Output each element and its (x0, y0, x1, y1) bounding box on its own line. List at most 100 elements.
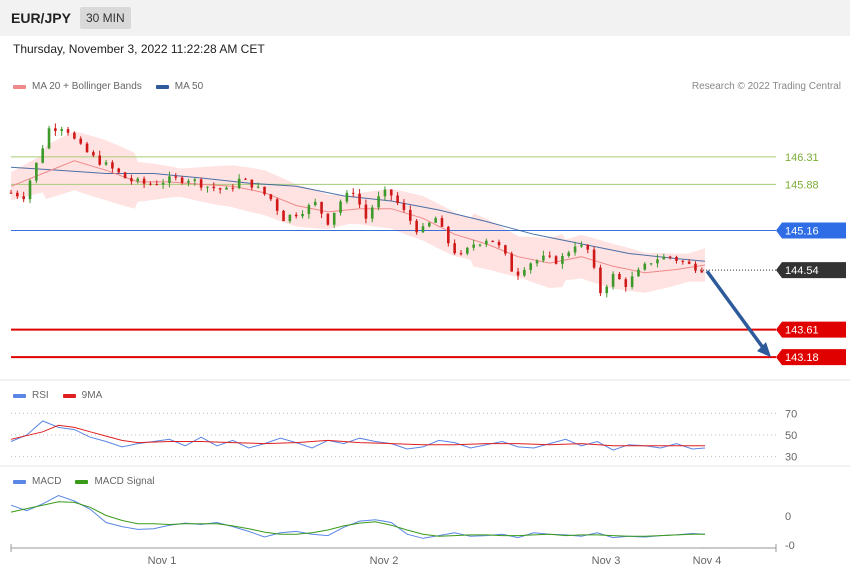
candle-body (649, 263, 653, 265)
legend-ma20-swatch (13, 84, 26, 89)
candle-body (408, 209, 412, 221)
candle-body (351, 192, 355, 194)
timeframe-badge[interactable]: 30 MIN (80, 7, 131, 29)
macd-series-macd (10, 494, 706, 539)
legend-9ma-swatch (62, 393, 76, 398)
ma20-line (10, 160, 706, 274)
candle-body (104, 162, 108, 165)
candle-body (111, 162, 114, 169)
candle-body (85, 143, 89, 153)
credit-text: Research © 2022 Trading Central (691, 81, 841, 92)
candle-body (60, 129, 64, 131)
candle-body (193, 179, 197, 181)
candle-body (453, 243, 456, 254)
candle-body (700, 270, 704, 273)
candle-body (586, 244, 590, 250)
legend-ma20: MA 20 + Bollinger Bands (13, 81, 142, 92)
candle-body (516, 271, 520, 276)
candle-body (630, 276, 634, 287)
level-badge-144.54 (776, 262, 846, 279)
candle-body (592, 249, 596, 268)
candle-body (554, 256, 558, 264)
candle-body (206, 186, 209, 188)
x-tick-label: Nov 3 (592, 555, 621, 567)
pair-title: EUR/JPY (11, 10, 71, 26)
candle-body (561, 255, 564, 264)
candle-body (611, 274, 615, 287)
candle-body (624, 279, 628, 287)
candle-body (92, 152, 95, 156)
candle-body (225, 187, 228, 190)
candle-body (675, 256, 678, 261)
candle-body (389, 189, 393, 196)
candle-body (307, 205, 311, 215)
rsi-series-rsi (10, 420, 706, 451)
candle-body (41, 148, 44, 163)
legend-macd-label: MACD (32, 476, 62, 487)
candle-body (73, 132, 76, 139)
legend-rsi: RSI (13, 390, 49, 401)
candle-body (687, 261, 691, 264)
macd-tick-label: -0 (785, 540, 795, 552)
candle-body (421, 226, 425, 233)
legend-9ma-label: 9MA (81, 390, 103, 401)
candle-body (294, 214, 298, 217)
legend-macd-signal-swatch (75, 479, 89, 484)
candle-body (35, 162, 38, 181)
x-tick-label: Nov 1 (148, 555, 177, 567)
level-label-143.18: 143.18 (785, 352, 819, 364)
candle-body (180, 177, 184, 183)
macd-tick-label: 0 (785, 511, 791, 523)
legend-macd: MACD (13, 476, 61, 487)
legend-ma20-label: MA 20 + Bollinger Bands (32, 81, 142, 92)
candle-body (54, 128, 57, 131)
candle-body (218, 188, 222, 190)
candle-body (434, 218, 437, 223)
candle-body (66, 129, 70, 133)
rsi-tick-label: 30 (785, 452, 797, 464)
candle-body (250, 179, 254, 188)
bollinger-band (11, 131, 705, 293)
candle-body (123, 172, 127, 179)
legend-ma50: MA 50 (155, 81, 203, 92)
candle-body (402, 203, 406, 210)
candle-body (79, 138, 83, 144)
candle-body (694, 263, 697, 271)
legend-macd-signal: MACD Signal (75, 476, 154, 487)
candle-body (358, 193, 361, 205)
candle-body (618, 274, 621, 280)
candle-body (580, 244, 583, 247)
macd-legend: MACD MACD Signal (13, 476, 168, 487)
candle-body (98, 155, 102, 165)
level-label-144.54: 144.54 (785, 265, 819, 277)
rsi-series-9ma (10, 424, 705, 447)
candle-body (523, 269, 526, 276)
level-badge-143.61 (776, 321, 846, 338)
candle-body (440, 218, 444, 227)
chart-header: EUR/JPY 30 MIN (0, 0, 850, 36)
level-label-145.88: 145.88 (785, 179, 819, 191)
candle-body (320, 201, 323, 214)
legend-ma50-swatch (155, 84, 169, 89)
candle-body (548, 255, 552, 257)
candle-body (428, 222, 431, 227)
level-label-143.61: 143.61 (785, 325, 819, 337)
candle-body (459, 253, 463, 255)
candle-body (668, 256, 672, 258)
rsi-tick-label: 50 (785, 430, 797, 442)
candle-body (466, 247, 469, 254)
candle-body (535, 260, 539, 264)
candle-body (447, 226, 450, 244)
candle-body (529, 263, 533, 270)
candle-body (282, 210, 285, 222)
candle-body (117, 168, 121, 173)
candle-body (599, 267, 602, 294)
candle-body (275, 199, 279, 211)
candle-body (370, 207, 374, 219)
level-label-146.31: 146.31 (785, 152, 819, 164)
rsi-legend: RSI 9MA (13, 390, 116, 401)
candle-body (174, 176, 178, 178)
candle-body (16, 192, 19, 197)
candle-body (681, 260, 685, 262)
candle-body (28, 180, 32, 200)
